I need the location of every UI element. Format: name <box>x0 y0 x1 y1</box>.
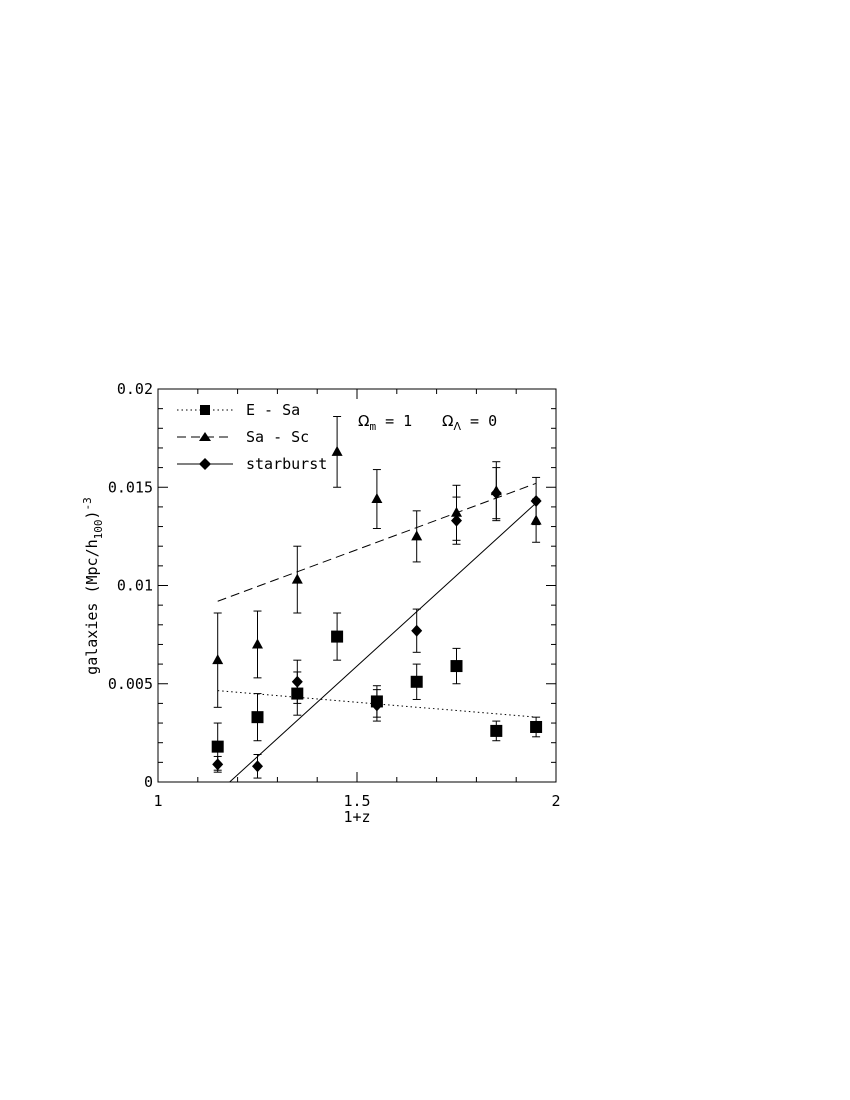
error-bars <box>213 416 541 779</box>
data-point-diamond <box>291 675 303 688</box>
axis-ticks <box>157 388 557 783</box>
data-point-triangle <box>371 493 383 504</box>
legend-label-e-sa: E - Sa <box>246 401 300 419</box>
y-tick-label: 0.015 <box>108 478 153 496</box>
data-point-triangle <box>411 530 423 541</box>
y-axis-label-tail: ) <box>83 510 101 519</box>
data-point-triangle <box>212 654 224 665</box>
data-point-square <box>490 724 503 737</box>
data-point-square <box>530 720 543 733</box>
omega-m-value: = 1 <box>376 412 412 430</box>
data-point-triangle <box>331 445 343 456</box>
data-point-diamond <box>490 487 502 500</box>
y-tick-label: 0 <box>144 773 153 791</box>
data-point-square <box>291 687 304 700</box>
annotation-omega-lambda: ΩΛ = 0 <box>442 412 497 433</box>
x-tick-label: 1.5 <box>343 792 370 810</box>
y-tick-label: 0.01 <box>117 577 153 595</box>
omega-m-sub: m <box>369 420 376 433</box>
data-point-diamond <box>451 514 462 527</box>
y-tick-label: 0.005 <box>108 675 153 693</box>
y-tick-label: 0.02 <box>117 380 153 398</box>
tick-labels: 1 1.5 2 0 0.005 0.01 0.015 0.02 <box>108 380 561 810</box>
y-axis-label: galaxies (Mpc/h100)-3 <box>81 497 105 675</box>
omega-m-symbol: Ω <box>358 412 369 430</box>
data-point-triangle <box>252 638 263 649</box>
legend-marker-triangle <box>199 432 211 441</box>
legend-label-starburst: starburst <box>246 455 327 473</box>
fit-line-diamond <box>229 502 537 783</box>
legend-label-sa-sc: Sa - Sc <box>246 428 309 446</box>
fit-line-triangle <box>217 482 537 602</box>
fit-line-square <box>217 690 537 718</box>
omega-l-sub: Λ <box>453 420 461 433</box>
x-tick-label: 1 <box>153 792 162 810</box>
data-point-square <box>450 660 463 673</box>
data-point-square <box>331 630 344 643</box>
legend-marker-diamond <box>199 458 211 470</box>
y-axis-label-sub: 100 <box>92 519 105 539</box>
omega-l-symbol: Ω <box>442 412 453 430</box>
data-point-diamond <box>411 624 423 637</box>
data-point-square <box>211 740 224 753</box>
x-axis-label: 1+z <box>343 808 370 826</box>
data-markers <box>211 445 543 773</box>
annotation-omega-m: Ωm = 1 <box>358 412 412 433</box>
x-tick-label: 2 <box>551 792 560 810</box>
data-point-square <box>251 711 264 724</box>
data-point-triangle <box>451 506 462 517</box>
fit-lines <box>217 482 537 783</box>
omega-l-value: = 0 <box>461 412 497 430</box>
data-point-square <box>410 675 423 688</box>
data-point-diamond <box>371 699 383 712</box>
data-point-triangle <box>530 514 542 525</box>
y-axis-label-sup: -3 <box>81 497 94 510</box>
data-point-triangle <box>291 573 303 584</box>
data-point-diamond <box>530 495 542 508</box>
legend: E - Sa Sa - Sc starburst <box>177 401 327 473</box>
legend-marker-square <box>200 405 210 415</box>
y-axis-label-main: galaxies (Mpc/h <box>83 539 101 674</box>
data-point-diamond <box>252 760 263 773</box>
data-point-diamond <box>212 758 224 771</box>
